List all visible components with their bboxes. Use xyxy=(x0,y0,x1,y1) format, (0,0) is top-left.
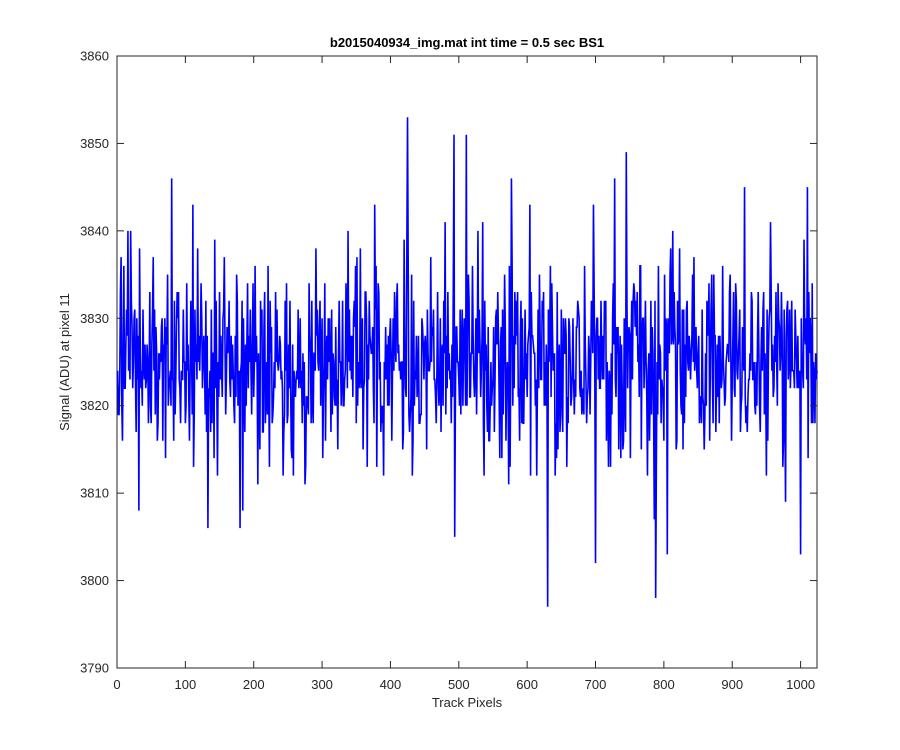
x-tick-label: 600 xyxy=(516,677,538,692)
x-tick-label: 400 xyxy=(380,677,402,692)
series-layer xyxy=(116,117,818,607)
y-axis-label: Signal (ADU) at pixel 11 xyxy=(57,293,72,431)
plot-area: 0 100 200 300 400 500 600 700 800 900 1000 3790 380… xyxy=(80,49,818,692)
y-tick-label: 3850 xyxy=(80,136,109,151)
x-tick-label: 900 xyxy=(721,677,743,692)
x-tick-label: 700 xyxy=(585,677,607,692)
chart-title: b2015040934_img.mat int time = 0.5 sec B… xyxy=(330,35,604,50)
x-tick-label: 300 xyxy=(311,677,333,692)
x-axis-label: Track Pixels xyxy=(432,695,503,710)
x-tick-label: 0 xyxy=(113,677,120,692)
x-tick-label: 100 xyxy=(175,677,197,692)
x-tick-label: 1000 xyxy=(786,677,815,692)
y-tick-label: 3830 xyxy=(80,311,109,326)
series-line xyxy=(116,117,818,607)
y-tick-label: 3860 xyxy=(80,49,109,64)
x-axis-ticks: 0 100 200 300 400 500 600 700 800 900 1000 xyxy=(113,56,815,692)
y-axis-ticks: 3790 3800 3810 3820 3830 3840 3850 3860 xyxy=(80,49,817,676)
x-tick-label: 500 xyxy=(448,677,470,692)
y-tick-label: 3820 xyxy=(80,398,109,413)
y-tick-label: 3790 xyxy=(80,661,109,676)
y-tick-label: 3840 xyxy=(80,223,109,238)
y-tick-label: 3810 xyxy=(80,486,109,501)
x-tick-label: 800 xyxy=(653,677,675,692)
x-tick-label: 200 xyxy=(243,677,265,692)
y-tick-label: 3800 xyxy=(80,573,109,588)
